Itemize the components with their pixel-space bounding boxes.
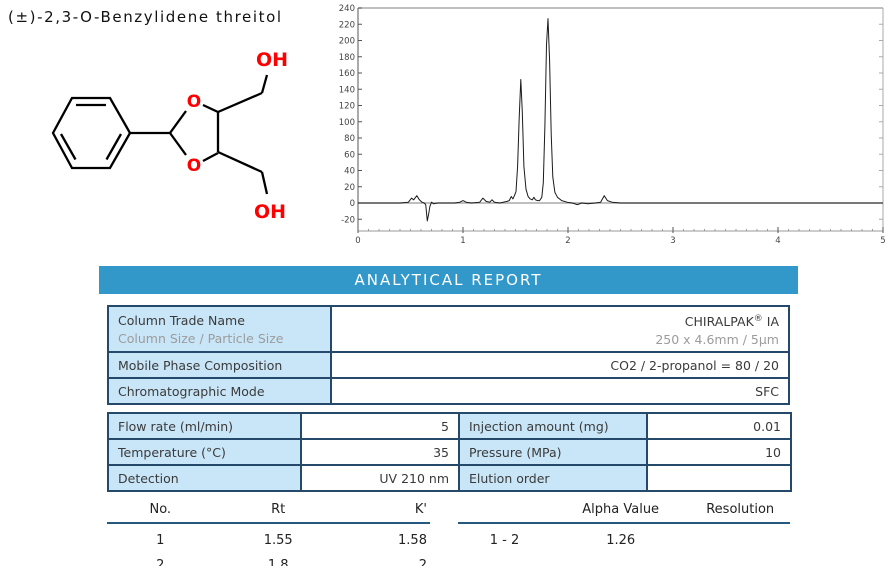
svg-text:0: 0 [350, 199, 355, 209]
table-row: Temperature (°C) 35 Pressure (MPa) 10 [107, 438, 792, 466]
table-row: Detection UV 210 nm Elution order [107, 464, 792, 492]
dioxolane-ring [130, 103, 220, 163]
temperature-label: Temperature (°C) [107, 438, 302, 466]
svg-text:180: 180 [339, 53, 355, 63]
results-table-separation: Alpha Value Resolution 1 - 2 1.26 [458, 500, 790, 553]
oxygen-label: O [187, 156, 201, 176]
registered-mark: ® [753, 313, 763, 324]
detection-value: UV 210 nm [300, 464, 460, 492]
results-header-row: Alpha Value Resolution [458, 500, 790, 519]
hydroxymethyl-bonds [217, 74, 269, 195]
svg-text:60: 60 [344, 150, 355, 160]
report-banner-title: ANALYTICAL REPORT [354, 271, 543, 289]
chromatogram-chart: -20 0 20 40 60 80 100 120 140 160 180 200 220 240 0 1 2 3… [339, 4, 886, 246]
header-rule [458, 522, 790, 524]
result-cell: 1.8 [267, 558, 289, 566]
resolution-header: Resolution [706, 502, 775, 517]
result-cell: 1.58 [398, 533, 427, 548]
svg-text:200: 200 [339, 37, 355, 47]
table-row: Mobile Phase Composition CO2 / 2-propano… [107, 351, 790, 379]
chromatographic-mode-label: Chromatographic Mode [107, 377, 332, 405]
mobile-phase-label: Mobile Phase Composition [107, 351, 332, 379]
column-trade-name-value: CHIRALPAK® IA 250 x 4.6mm / 5µm [330, 305, 790, 353]
svg-text:80: 80 [344, 134, 355, 144]
molecule-structure: O O OH OH [51, 49, 288, 223]
svg-text:240: 240 [339, 4, 355, 14]
svg-text:140: 140 [339, 85, 355, 95]
injection-amount-label: Injection amount (mg) [458, 412, 648, 440]
svg-text:160: 160 [339, 69, 355, 79]
table-row: 1 - 2 1.26 [458, 528, 790, 553]
result-cell: 2 [418, 558, 427, 566]
table-row: 2 1.8 2 [107, 553, 430, 566]
chromatogram-curve [358, 18, 883, 222]
injection-amount-value: 0.01 [646, 412, 792, 440]
mobile-phase-value: CO2 / 2-propanol = 80 / 20 [330, 351, 790, 379]
flow-rate-label: Flow rate (ml/min) [107, 412, 302, 440]
results-header-row: No. Rt K' [107, 500, 430, 519]
alpha-value-header: Alpha Value [582, 502, 660, 517]
svg-text:1: 1 [460, 236, 465, 246]
detection-label: Detection [107, 464, 302, 492]
kprime-header: K' [414, 502, 427, 517]
rt-header: Rt [271, 502, 286, 517]
elution-order-value [646, 464, 792, 492]
svg-text:2: 2 [565, 236, 570, 246]
table-row: Flow rate (ml/min) 5 Injection amount (m… [107, 412, 792, 440]
svg-text:0: 0 [355, 236, 360, 246]
hydroxyl-label: OH [256, 49, 288, 71]
svg-text:20: 20 [344, 183, 355, 193]
temperature-value: 35 [300, 438, 460, 466]
flow-rate-value: 5 [300, 412, 460, 440]
result-cell: 1.26 [606, 533, 636, 548]
svg-text:5: 5 [880, 236, 885, 246]
table-row: 1 1.55 1.58 [107, 528, 430, 553]
svg-text:40: 40 [344, 167, 355, 177]
column-info-table: Column Trade Name Column Size / Particle… [107, 305, 790, 405]
conditions-table: Flow rate (ml/min) 5 Injection amount (m… [107, 412, 792, 492]
svg-text:4: 4 [775, 236, 780, 246]
svg-text:3: 3 [670, 236, 675, 246]
column-trade-name-label: Column Trade Name Column Size / Particle… [107, 305, 332, 353]
results-table-peaks: No. Rt K' 1 1.55 1.58 2 1.8 2 [107, 500, 430, 566]
svg-text:100: 100 [339, 118, 355, 128]
pressure-label: Pressure (MPa) [458, 438, 648, 466]
table-row: Chromatographic Mode SFC [107, 377, 790, 405]
svg-text:-20: -20 [341, 215, 355, 225]
result-cell: 1 [156, 533, 165, 548]
benzene-ring [51, 96, 132, 170]
result-cell: 1.55 [263, 533, 293, 548]
header-rule [107, 522, 430, 524]
svg-text:120: 120 [339, 102, 355, 112]
hydroxyl-label: OH [254, 201, 286, 223]
report-banner: ANALYTICAL REPORT [99, 266, 798, 294]
pressure-value: 10 [646, 438, 792, 466]
result-cell: 1 - 2 [489, 533, 520, 548]
oxygen-label: O [187, 92, 201, 112]
no-header: No. [149, 502, 172, 517]
table-row: Column Trade Name Column Size / Particle… [107, 305, 790, 353]
elution-order-label: Elution order [458, 464, 648, 492]
compound-title: (±)-2,3-O-Benzylidene threitol [8, 8, 283, 26]
chromatographic-mode-value: SFC [330, 377, 790, 405]
column-size-value: 250 x 4.6mm / 5µm [655, 332, 779, 348]
result-cell: 2 [156, 558, 165, 566]
svg-text:220: 220 [339, 20, 355, 30]
